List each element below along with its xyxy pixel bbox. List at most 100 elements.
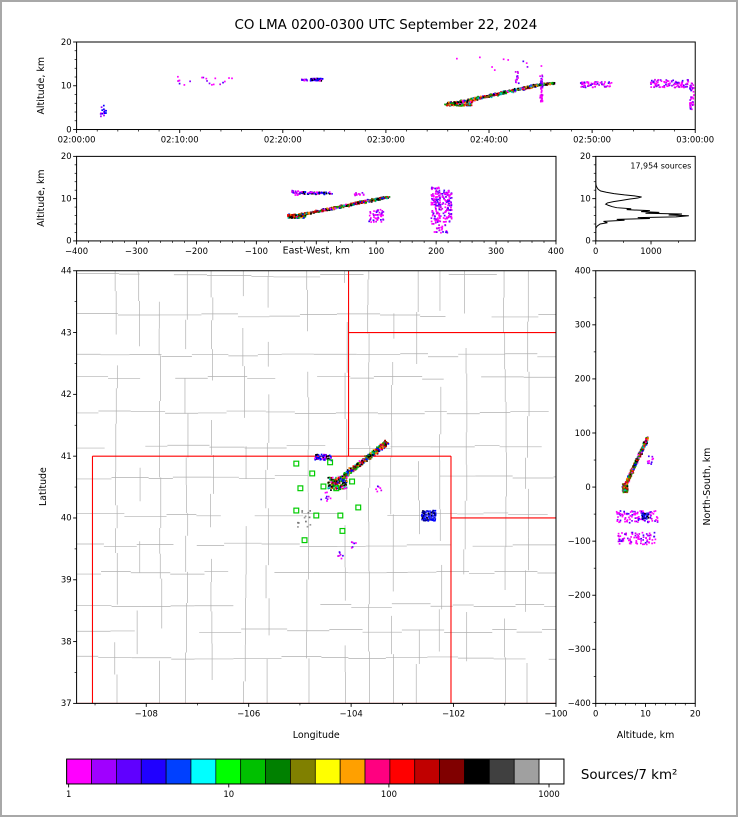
colorbar-cell: [116, 758, 142, 785]
tick-label: 41: [61, 451, 72, 461]
time-height-ylabel: Altitude, km: [36, 57, 47, 115]
colorbar-cell: [389, 758, 416, 785]
colorbar-cell: [215, 758, 242, 785]
tick-label: 100: [575, 428, 591, 438]
tick-label: −200: [185, 246, 208, 256]
panel-content: [287, 186, 453, 234]
tick-label: 39: [61, 575, 72, 585]
scatter-points: [615, 436, 659, 546]
ew-height-ylabel: Altitude, km: [36, 169, 47, 227]
colorbar-cell: [190, 758, 217, 785]
tick-label: 200: [575, 374, 591, 384]
colorbar-cell: [165, 758, 192, 785]
station-marker: [301, 537, 308, 544]
panel-content: [99, 56, 695, 118]
station-marker: [309, 470, 316, 477]
tick-label: −100: [568, 536, 591, 546]
colorbar-cell: [66, 758, 92, 785]
colorbar-cell: [439, 758, 465, 785]
panel-content: [615, 436, 659, 546]
plan-view-panel: −108 −106 −104 −102 −100 37 38 39 40 41 42 43 44: [61, 266, 568, 719]
tick-label: −100: [544, 708, 567, 718]
tick-label: 0: [585, 236, 590, 246]
lma-stations: [293, 459, 362, 544]
station-marker: [297, 485, 304, 492]
tick-label: 0: [66, 236, 71, 246]
tick-label: 200: [428, 246, 444, 256]
station-marker: [355, 504, 362, 511]
tick-label: 02:50:00: [573, 134, 611, 144]
station-marker: [327, 459, 334, 466]
tick-label: 02:40:00: [470, 134, 508, 144]
source-count-annotation: 17,954 sources: [630, 161, 691, 170]
colorbar-label: Sources/7 km²: [581, 768, 678, 783]
colorbar-cell: [240, 758, 266, 785]
station-marker: [320, 483, 327, 490]
colorbar-cell: [513, 758, 540, 785]
station-marker: [293, 460, 300, 467]
tick-label: −100: [245, 246, 268, 256]
tick-label: 400: [548, 246, 564, 256]
tick-label: −300: [125, 246, 148, 256]
tick-label: 20: [61, 37, 72, 47]
station-marker: [313, 512, 320, 519]
tick-label: −106: [237, 708, 260, 718]
map-xlabel: Longitude: [293, 730, 340, 741]
station-marker: [333, 485, 340, 492]
figure-title: CO LMA 0200-0300 UTC September 22, 2024: [234, 18, 537, 33]
tick-label: 20: [690, 708, 701, 718]
tick-label: 02:10:00: [161, 134, 199, 144]
tick-label: 02:00:00: [58, 134, 96, 144]
tick-label: 10: [61, 81, 72, 91]
station-marker: [349, 478, 356, 485]
colorbar: 1 10 100 1000: [66, 758, 565, 799]
ew-height-panel: −400 −300 −200 −100 100 200 300 400 0 10 20: [61, 151, 564, 256]
tick-label: 0: [66, 124, 71, 134]
axis-ticks: 0 1000 0 10 20: [580, 151, 679, 256]
station-marker: [337, 512, 344, 519]
tick-label: 300: [488, 246, 504, 256]
alt-histogram-panel: 0 1000 0 10 20: [580, 151, 696, 256]
colorbar-cell: [488, 758, 515, 785]
ew-height-xlabel: East-West, km: [283, 245, 350, 256]
tick-label: 0: [593, 246, 598, 256]
tick-label: −400: [65, 246, 88, 256]
scatter-points: [287, 186, 453, 234]
colorbar-cell: [140, 758, 167, 785]
station-marker: [293, 507, 300, 514]
panel-content: [595, 156, 689, 241]
tick-label: −102: [442, 708, 465, 718]
tick-label: 10: [640, 708, 651, 718]
tick-label: 20: [580, 151, 591, 161]
axis-ticks: −400 −300 −200 −100 100 200 300 400 0 10 20: [61, 151, 564, 256]
panel-content: [76, 270, 556, 704]
colorbar-tick-label: 1: [66, 789, 71, 799]
axis-ticks: 0 10 20 −400 −300 −200 −100 0 100 200 300 400: [568, 266, 701, 719]
colorbar-cell: [364, 758, 391, 785]
tick-label: 44: [61, 266, 72, 276]
axis-ticks: 02:00:00 02:10:00 02:20:00 02:30:00 02:40:00…: [58, 37, 715, 145]
colorbar-tick-label: 10: [223, 789, 234, 799]
colorbar-cell: [538, 758, 565, 785]
colorbar-cell: [464, 758, 490, 785]
county-boundaries: [76, 270, 556, 704]
colorbar-tick-label: 100: [381, 789, 397, 799]
tick-label: 02:20:00: [264, 134, 302, 144]
tick-label: 0: [593, 708, 598, 718]
scatter-points: [297, 439, 437, 560]
tick-label: 37: [61, 698, 72, 708]
axis-ticks: −108 −106 −104 −102 −100 37 38 39 40 41 42 43 44: [61, 266, 568, 719]
tick-label: 43: [61, 327, 72, 337]
tick-label: 02:30:00: [367, 134, 405, 144]
chart-layers: 02:00:00 02:10:00 02:20:00 02:30:00 02:40:00…: [58, 37, 715, 799]
scatter-points: [99, 56, 695, 118]
ns-height-xlabel: Altitude, km: [617, 730, 675, 741]
tick-label: 300: [575, 320, 591, 330]
tick-label: −400: [568, 698, 591, 708]
tick-label: −300: [568, 644, 591, 654]
tick-label: 400: [575, 266, 591, 276]
time-height-panel: 02:00:00 02:10:00 02:20:00 02:30:00 02:40:00…: [58, 37, 715, 145]
colorbar-cell: [314, 758, 341, 785]
